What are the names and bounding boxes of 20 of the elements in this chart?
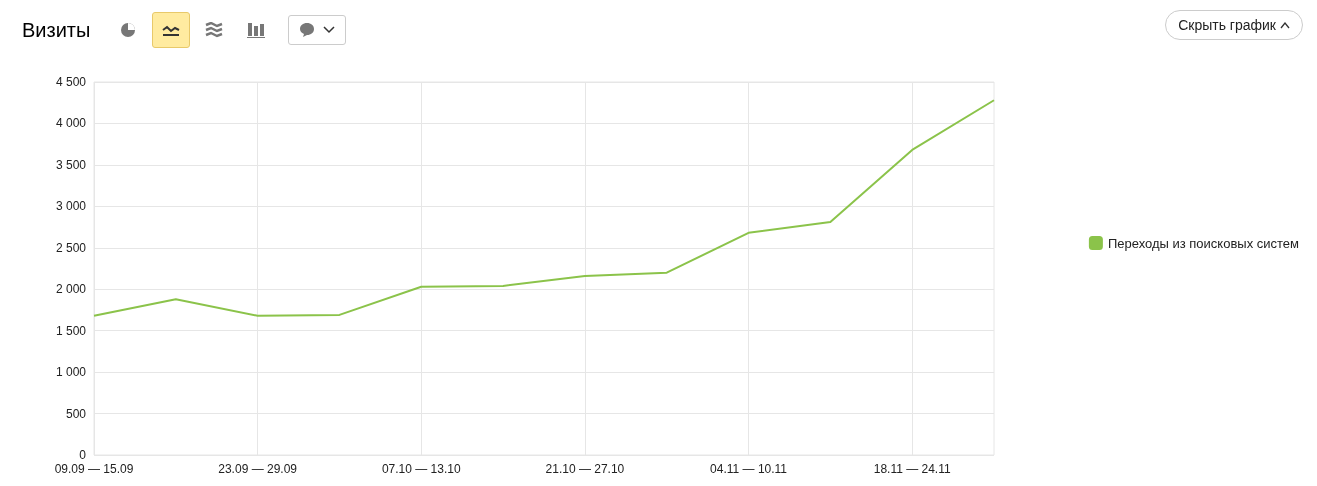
y-tick-label: 500 xyxy=(65,406,87,421)
y-tick-label: 0 xyxy=(79,448,87,462)
x-tick-label: 18.11 — 24.11 xyxy=(873,462,951,476)
x-tick-label: 04.11 — 10.11 xyxy=(710,462,788,476)
y-tick-label: 2 000 xyxy=(55,282,87,297)
x-tick-label: 07.10 — 13.10 xyxy=(381,462,461,476)
y-tick-label: 4 000 xyxy=(55,116,87,131)
line-series xyxy=(93,99,995,317)
y-tick-label: 1 000 xyxy=(55,365,87,380)
y-tick-label: 1 500 xyxy=(55,323,87,338)
text: Скрыть график xyxy=(1178,17,1276,33)
chart-title: Визиты xyxy=(22,18,91,42)
x-tick-label: 21.10 — 27.10 xyxy=(545,462,625,476)
x-tick-label: 23.09 — 29.09 xyxy=(218,462,298,476)
y-tick-label: 2 500 xyxy=(55,240,87,255)
x-tick-label: 09.09 — 15.09 xyxy=(54,462,134,476)
y-tick-label: 4 500 xyxy=(55,75,87,89)
legend-label: Переходы из поисковых систем xyxy=(1107,235,1300,251)
y-tick-label: 3 500 xyxy=(55,157,87,172)
y-tick-label: 3 000 xyxy=(55,199,87,214)
